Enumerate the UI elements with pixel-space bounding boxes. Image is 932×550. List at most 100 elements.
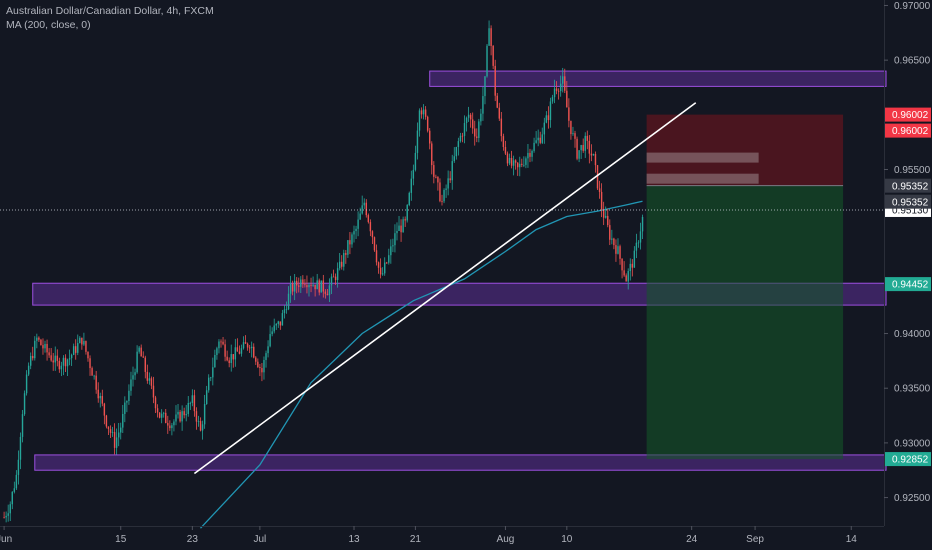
candle-body — [7, 513, 9, 516]
candle-body — [191, 395, 194, 403]
candle-body — [496, 95, 498, 108]
candle-body — [504, 147, 507, 154]
candle-body — [506, 153, 509, 164]
candle-body — [469, 114, 472, 120]
candle-body — [437, 176, 439, 183]
candle-body — [310, 284, 312, 286]
candle-body — [87, 351, 89, 359]
candle-body — [236, 347, 239, 352]
candle-body — [457, 141, 460, 148]
candle-body — [416, 130, 419, 153]
candle-body — [324, 291, 327, 294]
candle-body — [627, 271, 629, 282]
candle-body — [173, 421, 175, 426]
candle-body — [228, 360, 230, 363]
short-position-tool[interactable] — [646, 114, 844, 460]
candle-body — [91, 368, 93, 376]
candle-body — [328, 285, 331, 296]
candle-body — [197, 421, 200, 422]
candle-body — [598, 188, 601, 192]
candle-body — [240, 348, 243, 354]
candle-body — [93, 375, 95, 377]
candle-body — [113, 432, 116, 448]
candle-body — [165, 412, 167, 424]
candle-body — [545, 115, 548, 123]
candle-body — [205, 390, 208, 405]
candle-body — [285, 309, 288, 311]
candle-body — [265, 353, 267, 360]
candle-body — [132, 375, 134, 380]
candle-body — [510, 157, 513, 166]
candle-body — [99, 396, 101, 399]
price-label: 0.95352 — [892, 197, 929, 208]
candle-body — [230, 354, 232, 363]
candle-body — [146, 371, 149, 381]
candle-body — [244, 342, 247, 344]
candle-body — [48, 352, 50, 356]
candle-body — [572, 133, 574, 135]
candle-body — [582, 145, 584, 151]
candle-body — [588, 140, 591, 154]
candle-body — [130, 379, 132, 391]
candle-body — [40, 339, 42, 346]
candle-body — [271, 331, 273, 335]
candle-body — [103, 403, 106, 416]
time-tick-label: 24 — [686, 534, 698, 545]
candle-body — [140, 347, 142, 357]
candle-body — [62, 357, 65, 366]
candle-body — [347, 240, 349, 255]
candle-body — [70, 354, 73, 359]
candle-body — [586, 135, 589, 141]
candle-body — [562, 76, 564, 84]
price-tick-label: 0.93500 — [894, 384, 931, 395]
candle-body — [248, 347, 251, 349]
candle-body — [420, 110, 423, 115]
candle-body — [568, 107, 570, 121]
candle-body — [476, 136, 478, 138]
candle-body — [259, 367, 261, 369]
candle-body — [107, 426, 110, 430]
candle-body — [388, 255, 390, 263]
price-tick-label: 0.93000 — [894, 438, 931, 449]
candle-body — [422, 109, 425, 115]
time-tick-label: 23 — [187, 534, 199, 545]
candle-body — [459, 135, 462, 142]
candle-body — [402, 219, 404, 233]
candle-body — [120, 427, 122, 433]
candle-body — [343, 253, 345, 267]
candle-body — [52, 360, 54, 363]
candle-body — [158, 412, 161, 418]
candle-body — [203, 404, 206, 425]
drawings[interactable] — [0, 102, 884, 475]
candle-body — [465, 117, 468, 124]
candle-body — [85, 341, 87, 352]
candle-body — [369, 222, 372, 232]
candle-body — [338, 261, 341, 269]
candle-body — [253, 346, 255, 358]
candle-body — [250, 346, 253, 349]
candle-body — [531, 150, 533, 157]
candle-body — [461, 135, 464, 137]
candle-body — [177, 411, 179, 415]
candle-body — [635, 242, 638, 251]
candle-body — [287, 293, 290, 310]
chart-legend: Australian Dollar/Canadian Dollar, 4h, F… — [6, 4, 214, 32]
candle-body — [482, 96, 484, 114]
candle-body — [109, 429, 112, 433]
candle-body — [557, 90, 560, 92]
price-tick-label: 0.95500 — [894, 165, 931, 176]
candle-body — [195, 411, 198, 422]
price-label-bg — [885, 194, 931, 209]
candle-body — [124, 402, 126, 414]
candle-body — [54, 355, 56, 363]
candle-body — [641, 217, 644, 232]
candle-body — [600, 191, 603, 210]
candle-body — [56, 355, 59, 361]
candle-body — [50, 355, 52, 361]
candle-body — [220, 341, 222, 343]
candle-body — [318, 280, 320, 293]
candle-body — [277, 321, 280, 324]
candle-body — [623, 270, 625, 276]
candle-body — [480, 113, 482, 122]
